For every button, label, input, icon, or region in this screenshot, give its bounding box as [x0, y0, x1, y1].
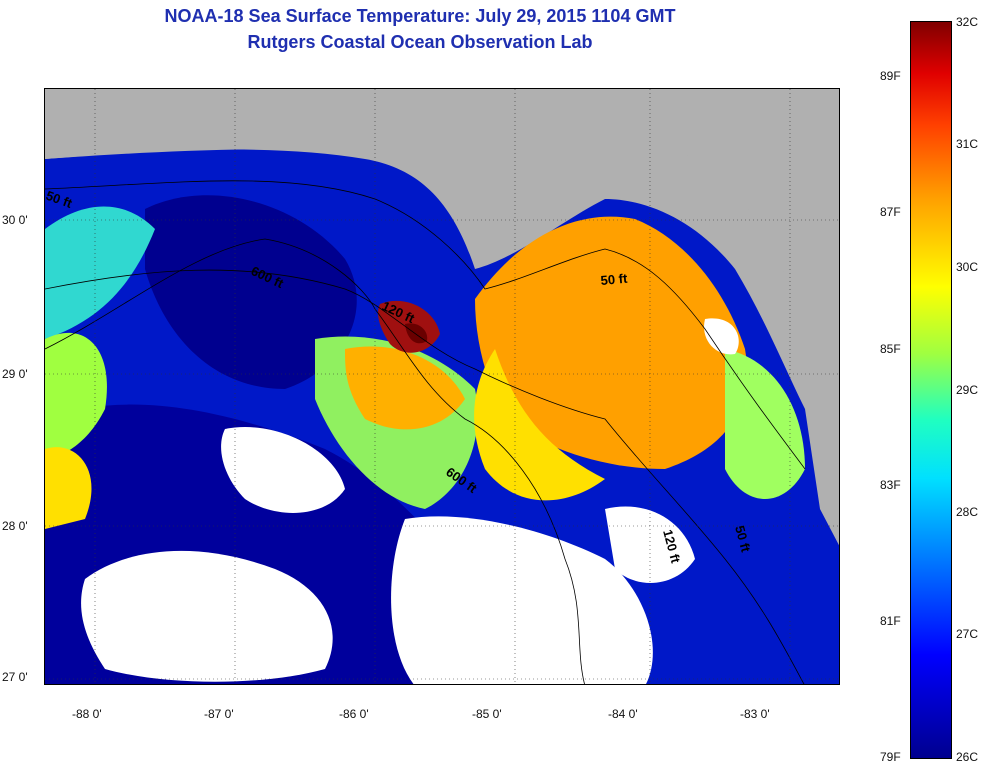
florida-land: [605, 89, 839, 467]
colorbar-fahrenheit-label: 79F: [880, 750, 901, 764]
map-subtitle: Rutgers Coastal Ocean Observation Lab: [247, 32, 593, 52]
colorbar-fahrenheit-label: 87F: [880, 205, 901, 219]
colorbar-fahrenheit-label: 83F: [880, 478, 901, 492]
colorbar-celsius-label: 28C: [956, 505, 979, 519]
colorbar-fahrenheit-label: 85F: [880, 342, 901, 356]
colorbar-fahrenheit-label: 81F: [880, 614, 901, 628]
lat-label: 28 0': [2, 519, 28, 533]
colorbar-fahrenheit-label: 89F: [880, 69, 901, 83]
contour-label: 50 ft: [732, 524, 754, 554]
contour-50ft: [45, 180, 806, 470]
warm-mid: [345, 346, 465, 430]
cold-water-west: [145, 195, 357, 389]
lon-label: -87 0': [204, 707, 234, 721]
cloud-south-3: [391, 516, 653, 684]
colorbar-celsius-label: 29C: [956, 383, 979, 397]
colorbar-celsius-label: 26C: [956, 750, 979, 764]
cloud-south-2: [221, 427, 345, 513]
colorbar-celsius-label: 30C: [956, 260, 979, 274]
lat-label: 29 0': [2, 367, 28, 381]
colorbar-celsius-label: 31C: [956, 137, 979, 151]
lon-label: -83 0': [740, 707, 770, 721]
lat-label: 30 0': [2, 213, 28, 227]
lon-label: -86 0': [339, 707, 369, 721]
contour-600ft: [45, 238, 585, 684]
temperature-colorbar: [910, 21, 952, 759]
green-east: [725, 349, 805, 499]
lon-label: -85 0': [472, 707, 502, 721]
lon-label: -84 0': [608, 707, 638, 721]
cloud-east: [704, 318, 739, 355]
colorbar-celsius-label: 27C: [956, 627, 979, 641]
green-band-west: [45, 332, 107, 459]
map-title: NOAA-18 Sea Surface Temperature: July 29…: [164, 6, 676, 26]
sst-map-image: 50 ft 600 ft 120 ft 50 ft 600 ft 120 ft …: [45, 89, 839, 684]
cloud-south-4: [605, 506, 695, 583]
north-land: [45, 89, 839, 179]
lat-lon-grid: [45, 89, 839, 684]
yellow-west: [45, 447, 92, 529]
yellow-east: [474, 349, 605, 501]
contour-label: 50 ft: [600, 271, 629, 288]
contour-120ft: [45, 269, 805, 684]
warm-east: [475, 216, 747, 469]
sst-map[interactable]: 50 ft 600 ft 120 ft 50 ft 600 ft 120 ft …: [44, 88, 840, 685]
cyan-band: [45, 206, 155, 339]
colorbar-celsius-label: 32C: [956, 15, 979, 29]
cloud-south-1: [81, 550, 333, 682]
lat-label: 27 0': [2, 670, 28, 684]
lon-label: -88 0': [72, 707, 102, 721]
